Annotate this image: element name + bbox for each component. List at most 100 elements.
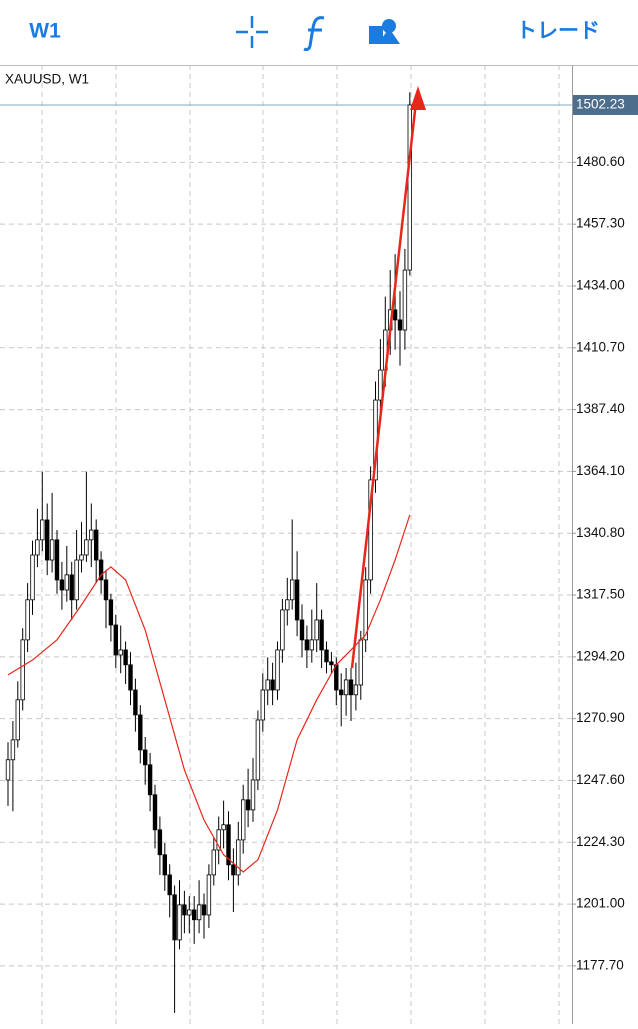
candle-body — [240, 799, 246, 841]
y-tick-label: 1434.00 — [576, 278, 625, 293]
crosshair-icon[interactable] — [236, 16, 268, 48]
candle-body — [177, 904, 182, 941]
y-tick-label: 1317.50 — [576, 587, 625, 602]
candle-body — [221, 824, 226, 831]
candle-body — [280, 609, 285, 651]
candle-body — [231, 864, 236, 876]
candle-body — [348, 679, 354, 696]
y-tick-label: 1480.60 — [576, 154, 625, 169]
candle-body — [128, 664, 133, 691]
candle-body — [25, 599, 30, 641]
candle-body — [49, 539, 55, 561]
candle-body — [211, 849, 216, 876]
candle-body — [10, 739, 16, 761]
y-tick-label: 1177.70 — [576, 957, 624, 972]
y-tick-label: 1270.90 — [576, 710, 625, 725]
candle-body — [74, 559, 79, 601]
y-tick-label: 1387.40 — [576, 401, 625, 416]
candle-body — [324, 649, 329, 663]
candle-body — [172, 894, 177, 941]
candle-body — [54, 539, 60, 581]
candle-body — [299, 619, 305, 641]
candle-body — [59, 579, 65, 591]
candle-body — [314, 619, 319, 641]
candle-body — [260, 689, 265, 721]
candle-body — [191, 909, 197, 921]
candle-body — [84, 539, 89, 556]
candle-body — [363, 579, 368, 641]
candle-body — [45, 519, 50, 561]
candle-body — [152, 794, 158, 831]
candle-body — [157, 829, 163, 856]
trade-button[interactable]: トレード — [516, 20, 600, 43]
candle-body — [338, 689, 344, 696]
y-tick-label: 1294.20 — [576, 648, 625, 663]
trend-line — [350, 101, 418, 669]
candle-body — [113, 624, 118, 656]
toolbar — [0, 0, 638, 64]
candle-body — [187, 909, 192, 916]
y-tick-label: 1340.80 — [576, 525, 625, 540]
candle-body — [40, 519, 45, 541]
candle-body — [5, 759, 11, 781]
timeframe-button[interactable]: W1 — [29, 20, 61, 43]
indicators-icon[interactable] — [303, 16, 325, 52]
candle-body — [201, 904, 207, 916]
candle-body — [289, 579, 295, 601]
candle-body — [353, 684, 359, 696]
trend-arrow — [350, 86, 426, 669]
arrow-head — [410, 86, 426, 110]
y-tick-label: 1247.60 — [576, 772, 625, 787]
candle-body — [30, 554, 35, 601]
candle-body — [236, 839, 241, 876]
last-price-box — [573, 94, 638, 115]
candle-body — [270, 679, 275, 691]
candle-body — [329, 661, 334, 666]
candle-body — [304, 639, 310, 651]
candle-body — [255, 719, 261, 781]
candle-body — [103, 579, 109, 601]
candle-body — [245, 799, 251, 811]
candle-body — [250, 779, 256, 811]
candle-body — [138, 714, 143, 751]
candle-body — [15, 699, 20, 741]
candle-body — [265, 679, 270, 691]
candle-body — [35, 539, 40, 556]
candle-body — [206, 874, 212, 916]
candle-body — [79, 554, 84, 561]
candle-body — [133, 689, 138, 716]
plot — [5, 92, 412, 1013]
candle-body — [94, 529, 99, 561]
candle-body — [358, 639, 363, 686]
candle-body — [89, 529, 94, 541]
y-tick-label: 1364.10 — [576, 463, 625, 478]
candle-body — [64, 574, 69, 591]
candle-body — [343, 679, 349, 696]
candle-body — [196, 904, 202, 921]
candle-body — [216, 829, 221, 851]
moving-average — [7, 514, 411, 873]
y-tick-label: 1224.30 — [576, 834, 625, 849]
candle-body — [334, 664, 339, 691]
candle-body — [285, 599, 290, 611]
candle-body — [20, 639, 25, 701]
candle-body — [275, 649, 280, 691]
candle-body — [392, 309, 398, 321]
chart-title: XAUUSD, W1 — [5, 72, 89, 87]
candle-body — [167, 874, 172, 896]
candle-body — [69, 574, 74, 601]
objects-icon[interactable] — [369, 19, 400, 44]
candle-body — [226, 824, 231, 866]
y-tick-label: 1201.00 — [576, 896, 625, 911]
candle-body — [118, 649, 123, 656]
y-tick-label: 1410.70 — [576, 339, 625, 354]
candle-body — [162, 854, 167, 876]
candle-body — [402, 269, 408, 331]
candle-body — [309, 639, 314, 651]
y-tick-label: 1457.30 — [576, 216, 625, 231]
candle-body — [123, 649, 128, 666]
candle-body — [182, 904, 187, 916]
candle-body — [378, 369, 383, 401]
